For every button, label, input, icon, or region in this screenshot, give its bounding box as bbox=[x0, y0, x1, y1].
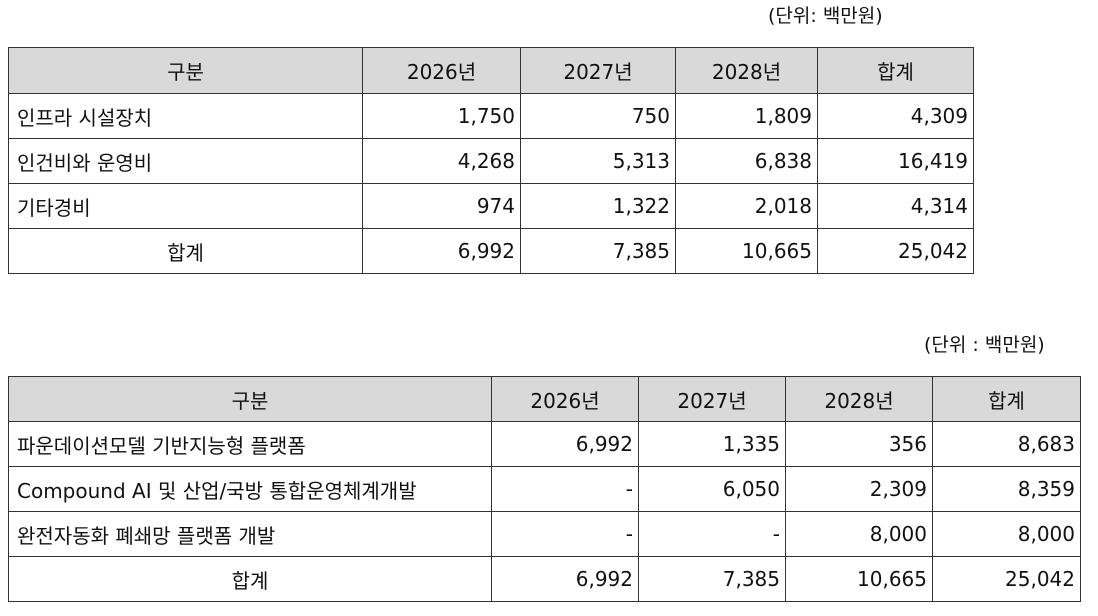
cell-2026: - bbox=[491, 511, 639, 557]
header-2026: 2026년 bbox=[491, 376, 639, 422]
cell-2028: 2,309 bbox=[785, 466, 933, 512]
cell-2027: - bbox=[638, 511, 786, 557]
header-2027: 2027년 bbox=[638, 376, 786, 422]
unit-label: (단위: 백만원) bbox=[768, 5, 883, 27]
row-label: 완전자동화 폐쇄망 플랫폼 개발 bbox=[8, 511, 492, 557]
header-category: 구분 bbox=[8, 376, 492, 422]
cell-2028: 1,809 bbox=[675, 93, 818, 139]
total-label: 합계 bbox=[8, 556, 492, 602]
total-total: 25,042 bbox=[932, 556, 1081, 602]
cell-2027: 750 bbox=[520, 93, 676, 139]
total-2028: 10,665 bbox=[785, 556, 933, 602]
cell-2026: 974 bbox=[362, 183, 521, 229]
total-2026: 6,992 bbox=[362, 228, 521, 274]
cell-2028: 8,000 bbox=[785, 511, 933, 557]
budget-by-category-table: 구분 2026년 2027년 2028년 합계 인프라 시설장치 1,750 7… bbox=[8, 47, 974, 274]
cell-2026: 4,268 bbox=[362, 138, 521, 184]
total-total: 25,042 bbox=[817, 228, 974, 274]
total-2026: 6,992 bbox=[491, 556, 639, 602]
cell-total: 16,419 bbox=[817, 138, 974, 184]
header-2028: 2028년 bbox=[675, 47, 818, 94]
cell-2027: 5,313 bbox=[520, 138, 676, 184]
table-header-row: 구분 2026년 2027년 2028년 합계 bbox=[8, 47, 974, 94]
budget-by-project-table: 구분 2026년 2027년 2028년 합계 파운데이션모델 기반지능형 플랫… bbox=[8, 376, 1081, 602]
cell-2028: 2,018 bbox=[675, 183, 818, 229]
cell-total: 4,314 bbox=[817, 183, 974, 229]
cell-2027: 1,335 bbox=[638, 421, 786, 467]
cell-2026: 6,992 bbox=[491, 421, 639, 467]
table-row: 인건비와 운영비 4,268 5,313 6,838 16,419 bbox=[8, 138, 974, 184]
cell-2027: 1,322 bbox=[520, 183, 676, 229]
unit-label: (단위 : 백만원) bbox=[924, 334, 1045, 356]
table-row: 파운데이션모델 기반지능형 플랫폼 6,992 1,335 356 8,683 bbox=[8, 421, 1081, 467]
table-row: 기타경비 974 1,322 2,018 4,314 bbox=[8, 183, 974, 229]
cell-total: 8,000 bbox=[932, 511, 1081, 557]
header-category: 구분 bbox=[8, 47, 363, 94]
row-label: 인건비와 운영비 bbox=[8, 138, 363, 184]
cell-total: 4,309 bbox=[817, 93, 974, 139]
header-2028: 2028년 bbox=[785, 376, 933, 422]
row-label: 기타경비 bbox=[8, 183, 363, 229]
total-label: 합계 bbox=[8, 228, 363, 274]
total-2027: 7,385 bbox=[638, 556, 786, 602]
table-row: Compound AI 및 산업/국방 통합운영체계개발 - 6,050 2,3… bbox=[8, 466, 1081, 512]
total-2027: 7,385 bbox=[520, 228, 676, 274]
header-total: 합계 bbox=[817, 47, 974, 94]
cell-total: 8,683 bbox=[932, 421, 1081, 467]
cell-2028: 6,838 bbox=[675, 138, 818, 184]
row-label: 파운데이션모델 기반지능형 플랫폼 bbox=[8, 421, 492, 467]
header-2026: 2026년 bbox=[362, 47, 521, 94]
total-2028: 10,665 bbox=[675, 228, 818, 274]
cell-total: 8,359 bbox=[932, 466, 1081, 512]
header-total: 합계 bbox=[932, 376, 1081, 422]
table-header-row: 구분 2026년 2027년 2028년 합계 bbox=[8, 376, 1081, 422]
table-row: 인프라 시설장치 1,750 750 1,809 4,309 bbox=[8, 93, 974, 139]
header-2027: 2027년 bbox=[520, 47, 676, 94]
total-row: 합계 6,992 7,385 10,665 25,042 bbox=[8, 556, 1081, 602]
row-label: Compound AI 및 산업/국방 통합운영체계개발 bbox=[8, 466, 492, 512]
table-row: 완전자동화 폐쇄망 플랫폼 개발 - - 8,000 8,000 bbox=[8, 511, 1081, 557]
total-row: 합계 6,992 7,385 10,665 25,042 bbox=[8, 228, 974, 274]
cell-2026: 1,750 bbox=[362, 93, 521, 139]
cell-2027: 6,050 bbox=[638, 466, 786, 512]
cell-2026: - bbox=[491, 466, 639, 512]
row-label: 인프라 시설장치 bbox=[8, 93, 363, 139]
cell-2028: 356 bbox=[785, 421, 933, 467]
